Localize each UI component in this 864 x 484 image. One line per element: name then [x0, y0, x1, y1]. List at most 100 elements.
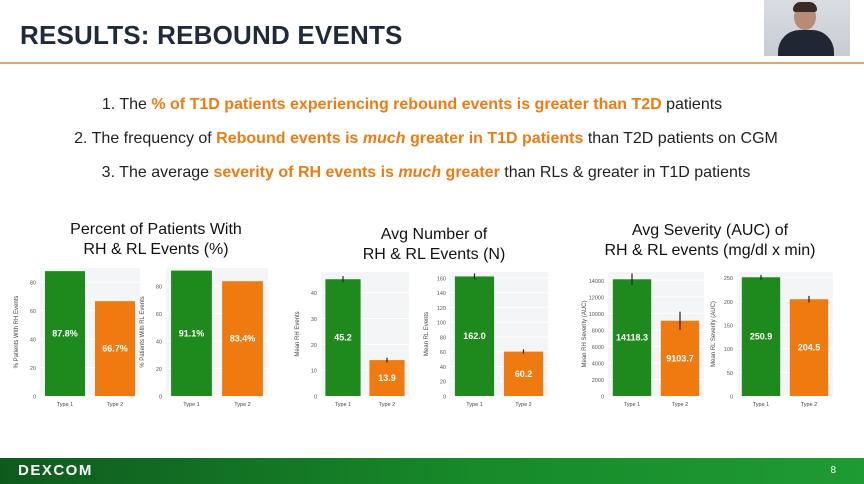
y-tick-label: 20 — [30, 366, 36, 372]
y-tick-label: 10000 — [589, 312, 604, 318]
panel-title-line: RH & RL Events (N) — [362, 246, 506, 263]
y-tick-label: 200 — [724, 300, 733, 306]
y-tick-label: 4000 — [592, 361, 604, 367]
highlight-text: Rebound events is — [216, 130, 363, 147]
y-tick-label: 14000 — [589, 279, 604, 285]
bar-value-label: 87.8% — [52, 329, 78, 339]
y-tick-label: 40 — [156, 339, 162, 345]
y-tick-label: 50 — [727, 371, 733, 377]
y-tick-label: 80 — [440, 335, 446, 341]
highlight-text: greater — [441, 164, 500, 181]
y-tick-label: 20 — [156, 367, 162, 373]
y-tick-label: 80 — [30, 281, 36, 287]
panel-title-severity: Avg Severity (AUC) of RH & RL events (mg… — [604, 221, 815, 261]
bar-value-label: 45.2 — [334, 333, 352, 343]
y-tick-label: 0 — [730, 395, 733, 401]
x-tick-label: Type 2 — [672, 402, 689, 408]
panel-title-line: Percent of Patients With — [70, 221, 242, 238]
y-tick-label: 20 — [440, 380, 446, 386]
panel-title-line: Avg Severity (AUC) of — [631, 222, 789, 239]
x-tick-label: Type 2 — [515, 402, 532, 408]
bar-type-2 — [222, 281, 263, 396]
bar-type-1 — [741, 277, 781, 396]
bar-type-2 — [660, 320, 700, 396]
bar-type-1 — [171, 270, 212, 396]
highlight-text: much — [398, 164, 442, 181]
bar-value-label: 60.2 — [515, 369, 533, 379]
bar-type-1 — [325, 279, 361, 396]
y-axis-label: % Patients With RH Events — [14, 296, 20, 369]
y-tick-label: 250 — [724, 276, 733, 282]
title-divider — [0, 62, 864, 64]
y-tick-label: 20 — [311, 343, 317, 349]
x-tick-label: Type 2 — [379, 402, 396, 408]
bar-value-label: 250.9 — [750, 332, 773, 342]
slide-title: RESULTS: REBOUND EVENTS — [20, 20, 403, 50]
x-tick-label: Type 1 — [624, 402, 641, 408]
page-number: 8 — [830, 465, 836, 476]
x-tick-label: Type 2 — [801, 402, 818, 408]
y-tick-label: 40 — [311, 291, 317, 297]
y-tick-label: 0 — [159, 395, 162, 401]
panel-title-line: RH & RL Events (%) — [83, 241, 229, 258]
footer-bar: DEXCOM 8 — [0, 458, 864, 484]
dexcom-logo: DEXCOM — [18, 462, 93, 479]
y-tick-label: 0 — [443, 395, 446, 401]
point-text: The — [119, 96, 152, 113]
y-tick-label: 0 — [33, 395, 36, 401]
y-axis-label: Mean RL Events — [424, 312, 430, 356]
bar-value-label: 13.9 — [378, 373, 396, 383]
bar-chart-2: 0 20 40 60 80 % Patients With RL Events 91.1% T… — [140, 268, 268, 408]
y-tick-label: 150 — [724, 324, 733, 330]
panel-title-line: Avg Number of — [380, 226, 488, 243]
bar-type-1 — [454, 276, 495, 396]
y-tick-label: 8000 — [592, 328, 604, 334]
y-tick-label: 120 — [437, 306, 446, 312]
point-text: than T2D patients on CGM — [583, 130, 778, 147]
bar-chart-1: 0 20 40 60 80 % Patients With RH Events 87.8% T… — [14, 268, 140, 408]
bar-type-1 — [45, 271, 85, 396]
key-point-3: 3. The average severity of RH events is … — [102, 164, 751, 182]
presenter-video-thumbnail[interactable] — [764, 0, 850, 56]
highlight-text: % of T1D patients experiencing rebound e… — [151, 96, 662, 113]
point-text: patients — [661, 96, 723, 113]
y-tick-label: 30 — [311, 317, 317, 323]
y-tick-label: 60 — [156, 312, 162, 318]
y-tick-label: 2000 — [592, 378, 604, 384]
bar-value-label: 66.7% — [102, 344, 128, 354]
point-number: 1. — [101, 96, 120, 113]
x-tick-label: Type 2 — [234, 402, 251, 408]
x-tick-label: Type 1 — [753, 402, 770, 408]
y-tick-label: 60 — [440, 350, 446, 356]
key-point-1: 1. The % of T1D patients experiencing re… — [102, 96, 722, 114]
point-number: 2. — [74, 130, 92, 147]
y-tick-label: 60 — [30, 309, 36, 315]
bar-value-label: 14118.3 — [616, 333, 648, 343]
y-tick-label: 40 — [30, 338, 36, 344]
presenter-hair — [793, 2, 817, 12]
point-text: than RLs & greater in T1D patients — [499, 164, 751, 181]
x-tick-label: Type 1 — [335, 402, 352, 408]
key-point-2: 2. The frequency of Rebound events is mu… — [74, 130, 778, 148]
y-tick-label: 140 — [437, 291, 446, 297]
bar-type-2 — [789, 299, 829, 396]
bar-chart-6: 0 50 100 150 200 250 Mean RL Severity (AUC) 250… — [711, 272, 833, 408]
bar-value-label: 9103.7 — [666, 353, 694, 363]
point-text: The frequency of — [91, 130, 217, 147]
bar-type-1 — [612, 279, 652, 396]
y-tick-label: 12000 — [589, 295, 604, 301]
y-tick-label: 160 — [437, 276, 446, 282]
y-axis-label: Mean RH Severity (AUC) — [582, 300, 588, 367]
panel-title-line: RH & RL events (mg/dl x min) — [604, 242, 816, 259]
x-tick-label: Type 2 — [107, 402, 124, 408]
bar-type-2 — [95, 301, 135, 396]
y-tick-label: 100 — [437, 321, 446, 327]
y-tick-label: 0 — [601, 395, 604, 401]
y-tick-label: 0 — [314, 395, 317, 401]
y-axis-label: Mean RL Severity (AUC) — [711, 301, 717, 367]
bar-value-label: 83.4% — [230, 334, 256, 344]
bar-chart-5: 0 2000 4000 6000 8000 10000 12000 14000 Mean RH … — [582, 272, 704, 408]
bar-value-label: 162.0 — [463, 331, 486, 341]
y-tick-label: 40 — [440, 365, 446, 371]
